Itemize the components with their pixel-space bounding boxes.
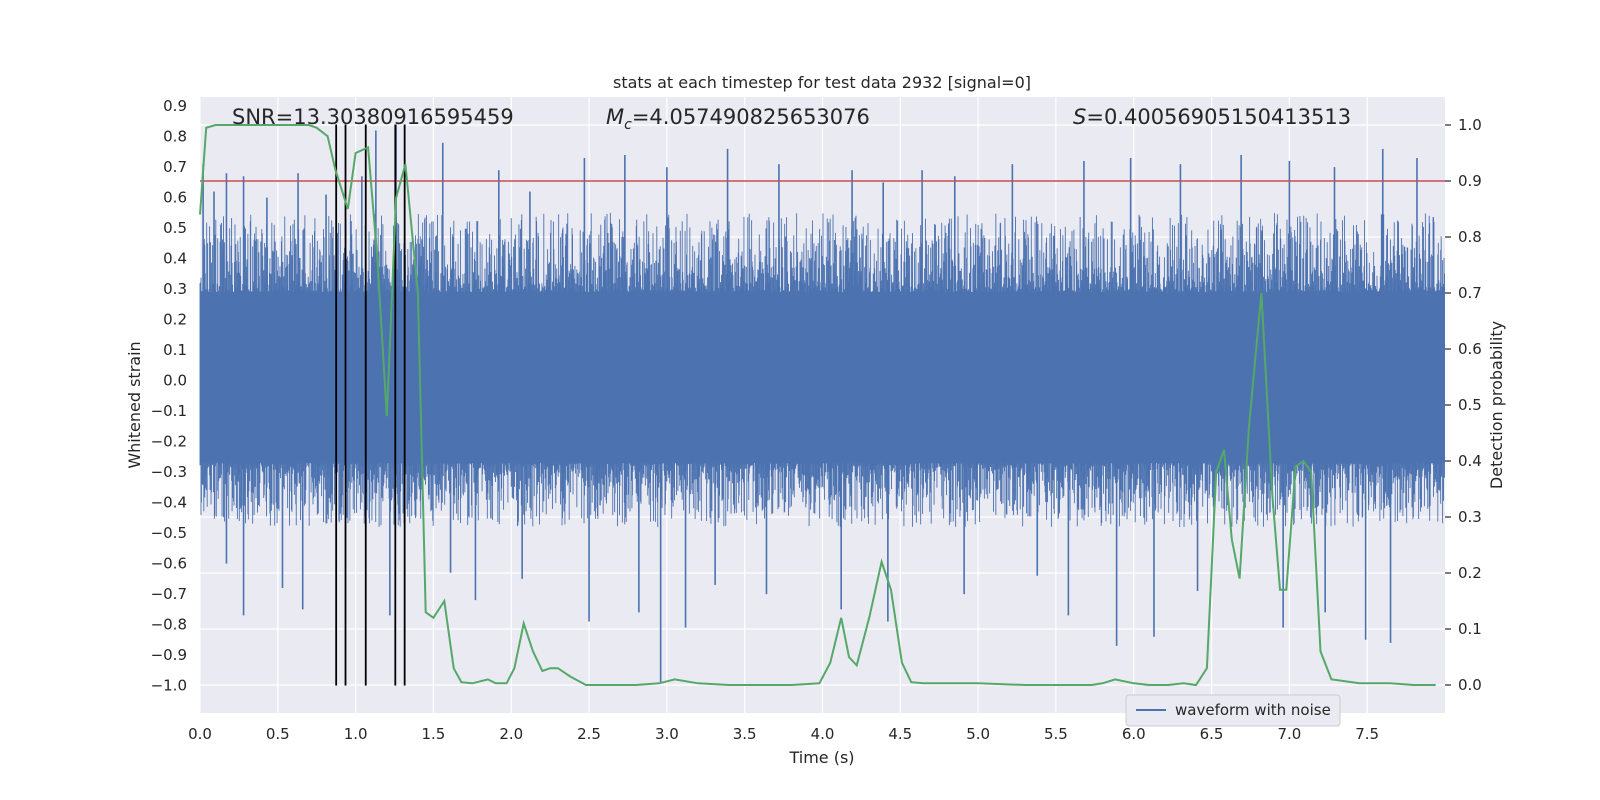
- y-tick-label: 0.4: [163, 250, 187, 268]
- x-tick-label: 4.5: [888, 725, 912, 743]
- s-value: =0.40056905150413513: [1086, 105, 1351, 129]
- snr-annotation: SNR=13.30380916595459: [232, 105, 514, 129]
- y2-tick-label: 1.0: [1458, 116, 1482, 134]
- x-tick-label: 2.0: [499, 725, 523, 743]
- s-symbol: S: [1073, 105, 1086, 129]
- x-tick-label: 6.5: [1200, 725, 1224, 743]
- y2-tick-label: 0.9: [1458, 172, 1482, 190]
- y-tick-label: −0.7: [151, 585, 187, 603]
- y-tick-label: 0.2: [163, 311, 187, 329]
- mc-subscript: c: [624, 117, 632, 133]
- y-tick-label: −0.5: [151, 524, 187, 542]
- x-tick-label: 3.5: [733, 725, 757, 743]
- y-tick-label: −0.4: [151, 494, 187, 512]
- y-axis-ticks: 0.9 0.8 0.7 0.6 0.5 0.4 0.3 0.2 0.1 0.0 −0.1 −0.2 −0…: [151, 97, 187, 694]
- legend: waveform with noise: [1125, 694, 1341, 727]
- x-tick-label: 0.0: [188, 725, 212, 743]
- x-tick-label: 7.5: [1355, 725, 1379, 743]
- y-tick-label: 0.1: [163, 341, 187, 359]
- y-tick-label: 0.8: [163, 128, 187, 146]
- x-tick-label: 2.5: [577, 725, 601, 743]
- x-tick-label: 7.0: [1277, 725, 1301, 743]
- legend-box: [1125, 694, 1341, 727]
- y-tick-label: 0.0: [163, 372, 187, 390]
- x-tick-label: 1.0: [344, 725, 368, 743]
- y2-tick-label: 0.1: [1458, 620, 1482, 638]
- x-tick-label: 3.0: [655, 725, 679, 743]
- x-axis-ticks: 0.0 0.5 1.0 1.5 2.0 2.5 3.0 3.5 4.0 4.5 5.0 5.5 6.0 6…: [188, 725, 1379, 743]
- waveform-noise: [199, 212, 1445, 527]
- chart-title: stats at each timestep for test data 293…: [613, 73, 1031, 92]
- y-tick-label: 0.9: [163, 97, 187, 115]
- y-tick-label: −0.6: [151, 555, 187, 573]
- y2-axis-ticks: 1.0 0.9 0.8 0.7 0.6 0.5 0.4 0.3 0.2 0.1 0.0: [1445, 116, 1482, 694]
- x-axis-label: Time (s): [788, 748, 854, 767]
- y-tick-label: 0.5: [163, 219, 187, 237]
- y-tick-label: −0.1: [151, 402, 187, 420]
- y-tick-label: 0.7: [163, 158, 187, 176]
- detection-probability-line: [199, 124, 1436, 687]
- s-annotation: S=0.40056905150413513: [1073, 105, 1351, 129]
- y2-axis-label: Detection probability: [1487, 321, 1506, 489]
- y-tick-label: −1.0: [151, 677, 187, 695]
- x-tick-label: 0.5: [266, 725, 290, 743]
- y-tick-label: 0.3: [163, 280, 187, 298]
- y-tick-label: −0.8: [151, 616, 187, 634]
- x-tick-label: 5.0: [966, 725, 990, 743]
- x-tick-label: 1.5: [422, 725, 446, 743]
- y2-tick-label: 0.4: [1458, 452, 1482, 470]
- x-tick-label: 5.5: [1044, 725, 1068, 743]
- mc-value: =4.057490825653076: [632, 105, 870, 129]
- y2-tick-label: 0.0: [1458, 676, 1482, 694]
- y-tick-label: −0.2: [151, 433, 187, 451]
- legend-label: waveform with noise: [1175, 701, 1331, 719]
- y2-tick-label: 0.7: [1458, 284, 1482, 302]
- y2-tick-label: 0.6: [1458, 340, 1482, 358]
- y-tick-label: 0.6: [163, 189, 187, 207]
- y-tick-label: −0.3: [151, 463, 187, 481]
- x-tick-label: 6.0: [1122, 725, 1146, 743]
- y2-tick-label: 0.5: [1458, 396, 1482, 414]
- y2-tick-label: 0.3: [1458, 508, 1482, 526]
- vertical-markers: [335, 124, 406, 686]
- mc-annotation: Mc=4.057490825653076: [606, 105, 870, 133]
- x-tick-label: 4.0: [811, 725, 835, 743]
- detection-probability-series: [199, 124, 1436, 687]
- waveform-series: [199, 124, 1445, 683]
- y-axis-label: Whitened strain: [125, 341, 144, 468]
- mc-symbol: M: [606, 105, 624, 129]
- y2-tick-label: 0.2: [1458, 564, 1482, 582]
- y2-tick-label: 0.8: [1458, 228, 1482, 246]
- y-tick-label: −0.9: [151, 646, 187, 664]
